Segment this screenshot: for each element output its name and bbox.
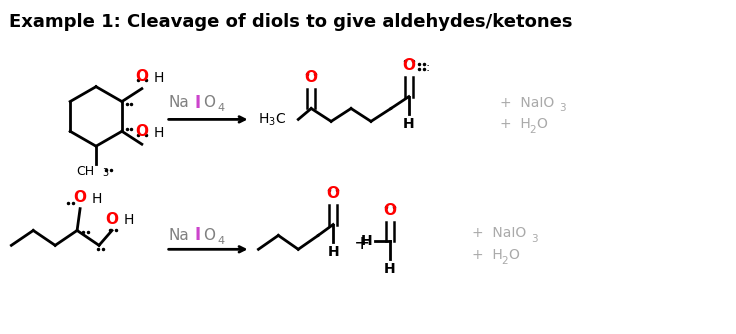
Text: +  H: + H: [472, 248, 503, 262]
Text: Example 1: Cleavage of diols to give aldehydes/ketones: Example 1: Cleavage of diols to give ald…: [10, 13, 573, 31]
Text: O: O: [327, 186, 339, 201]
Text: H: H: [154, 71, 164, 85]
Text: O: O: [383, 203, 397, 217]
Text: O: O: [305, 70, 318, 85]
Text: +: +: [354, 234, 370, 253]
Text: +  H: + H: [500, 117, 530, 131]
Text: 3: 3: [531, 234, 538, 244]
Text: 4: 4: [218, 236, 224, 246]
Text: O: O: [74, 190, 87, 205]
Text: 4: 4: [218, 104, 224, 114]
Text: Na: Na: [169, 95, 189, 110]
Text: O: O: [509, 248, 520, 262]
Text: :: :: [426, 61, 430, 74]
Text: 3: 3: [102, 168, 108, 178]
Text: O: O: [135, 124, 149, 139]
Text: CH: CH: [76, 165, 94, 178]
Text: O: O: [202, 228, 215, 243]
Text: Na: Na: [169, 228, 189, 243]
Text: 3: 3: [559, 104, 566, 114]
Text: +  NaIO: + NaIO: [500, 96, 553, 110]
Text: H: H: [384, 262, 396, 276]
Text: I: I: [194, 94, 201, 112]
Text: H: H: [124, 213, 134, 227]
Text: 2: 2: [501, 256, 508, 266]
Text: I: I: [194, 226, 201, 244]
Text: H: H: [361, 234, 372, 248]
Text: O: O: [135, 69, 149, 84]
Text: O: O: [403, 58, 415, 73]
Text: O: O: [105, 211, 118, 226]
Text: H: H: [92, 192, 102, 206]
Text: H: H: [154, 126, 164, 140]
Text: +  NaIO: + NaIO: [472, 226, 526, 240]
Text: H$_3$C: H$_3$C: [258, 111, 286, 128]
Text: O: O: [202, 95, 215, 110]
Text: H: H: [403, 118, 414, 131]
Text: H: H: [328, 245, 339, 259]
Text: 2: 2: [529, 125, 536, 135]
Text: O: O: [537, 117, 548, 131]
